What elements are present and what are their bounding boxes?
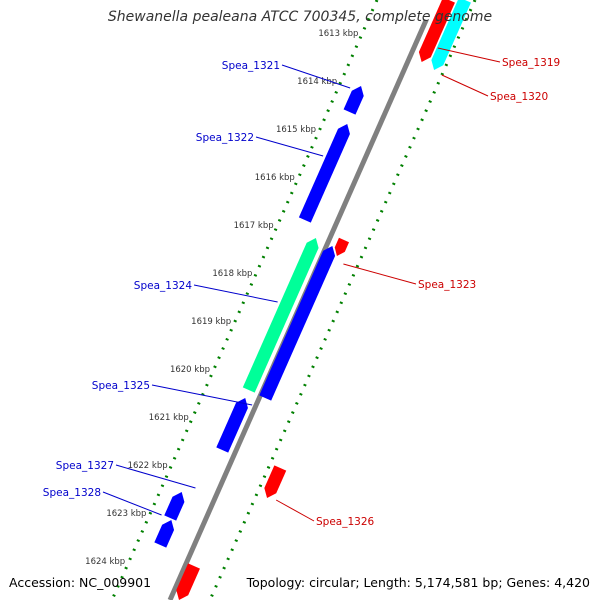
accession-value: NC_009901 xyxy=(79,575,152,590)
ruler-tick-label: 1617 kbp xyxy=(234,221,274,231)
gene-label-spea_1327: Spea_1327 xyxy=(56,460,114,472)
accession-label: Accession: xyxy=(9,575,76,590)
gene-spea_1319 xyxy=(418,0,455,62)
outer-ruler-line xyxy=(208,0,477,600)
gene-spea_1323 xyxy=(334,237,350,257)
genome-info: Topology: circular; Length: 5,174,581 bp… xyxy=(246,575,590,590)
gene-spea_1325 xyxy=(259,246,336,401)
gene-spea_1319-shape xyxy=(418,0,455,62)
gene-label-spea_1323: Spea_1323 xyxy=(418,279,476,291)
ruler-tick-label: 1613 kbp xyxy=(318,29,358,39)
gene-label-spea_1319: Spea_1319 xyxy=(502,57,560,69)
gene-spea_1326 xyxy=(264,465,287,499)
ruler-tick-label: 1618 kbp xyxy=(212,269,252,279)
gene-spea_1323-shape xyxy=(334,237,350,257)
map-title: Shewanella pealeana ATCC 700345, complet… xyxy=(107,9,493,25)
gene-spea-1328b-shape xyxy=(154,520,175,548)
genes-count-value: 4,420 xyxy=(554,575,590,590)
topology-value: circular xyxy=(309,575,356,590)
gene-spea_1328-shape xyxy=(164,492,185,521)
gene-spea_1320 xyxy=(431,0,471,71)
leader-spea_1321 xyxy=(281,64,351,89)
inner-ruler-line xyxy=(110,0,379,600)
genes-count-label: Genes: xyxy=(506,575,551,590)
leader-spea_1328 xyxy=(102,491,162,516)
gene-spea_1321-shape xyxy=(343,86,364,115)
length-label: Length: xyxy=(363,575,411,590)
ruler-tick-label: 1624 kbp xyxy=(85,557,125,567)
ruler-tick-label: 1614 kbp xyxy=(297,77,337,87)
gene-spea_1327 xyxy=(216,398,248,453)
leader-spea_1322 xyxy=(255,136,324,157)
gene-label-spea_1320: Spea_1320 xyxy=(490,91,548,103)
gene-label-spea_1324: Spea_1324 xyxy=(134,280,193,292)
ruler-tick-label: 1623 kbp xyxy=(106,509,146,519)
ruler-tick-label: 1620 kbp xyxy=(170,365,210,375)
gene-spea_1322 xyxy=(298,124,350,223)
topology-label: Topology: xyxy=(246,575,306,590)
gene-spea_1328 xyxy=(164,492,185,521)
leader-spea_1326 xyxy=(275,499,315,522)
gene-label-spea_1328: Spea_1328 xyxy=(43,487,101,499)
leader-spea_1323 xyxy=(343,263,417,285)
leader-spea_1325 xyxy=(151,384,253,406)
ruler-tick-label: 1616 kbp xyxy=(255,173,295,183)
gene-label-spea_1326: Spea_1326 xyxy=(316,516,375,528)
leader-spea_1320 xyxy=(441,74,489,97)
ruler-tick-label: 1615 kbp xyxy=(276,125,316,135)
ruler-tick-label: 1621 kbp xyxy=(149,413,189,423)
length-value: 5,174,581 bp xyxy=(414,575,499,590)
gene-label-spea_1325: Spea_1325 xyxy=(92,380,150,392)
gene-spea_1324 xyxy=(242,238,319,393)
accession-info: Accession: NC_009901 xyxy=(9,575,151,590)
leader-spea_1324 xyxy=(193,284,278,303)
leader-spea_1319 xyxy=(437,47,501,63)
gene-spea_1326-shape xyxy=(264,465,287,499)
gene-spea_1327-shape xyxy=(216,398,248,453)
gene-spea_1320-shape xyxy=(431,0,471,71)
gene-spea_1322-shape xyxy=(298,124,350,223)
gene-spea_1325-shape xyxy=(259,246,336,401)
gene-label-spea_1321: Spea_1321 xyxy=(222,60,280,72)
gene-spea-1328b xyxy=(154,520,175,548)
leader-spea_1327 xyxy=(115,464,196,489)
gene-spea-1329 xyxy=(176,563,200,600)
ruler-tick-label: 1619 kbp xyxy=(191,317,231,327)
gene-spea_1324-shape xyxy=(242,238,319,393)
gene-spea_1321 xyxy=(343,86,364,115)
gene-label-spea_1322: Spea_1322 xyxy=(196,132,254,144)
gene-spea-1329-shape xyxy=(176,563,200,600)
ruler-tick-label: 1622 kbp xyxy=(128,461,168,471)
